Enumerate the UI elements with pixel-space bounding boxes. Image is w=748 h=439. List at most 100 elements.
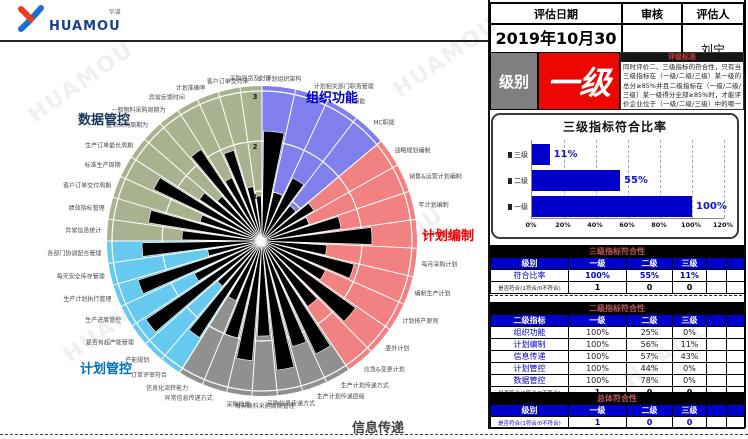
level-section: 级别 一级 评级标准 同时评价二、三级指标的符合性，只有当三级指标在（一级/二级… xyxy=(490,52,744,110)
radar-spoke-line xyxy=(113,240,263,286)
radar-value-wedge xyxy=(148,209,263,242)
radar-spoke-line xyxy=(144,139,263,242)
radar-spoke-line xyxy=(261,240,404,305)
row-label: 是否符合(1符合/0不符合) xyxy=(490,281,569,294)
radar-value-wedge xyxy=(228,240,263,302)
compliance-table: 级别 一级 二级 三级 符合比率 100% 55% 11% 是否符合(1符合/0不符合) 1 0 0 xyxy=(490,257,745,294)
radar-spoke-label: 计划准确率 xyxy=(176,84,206,92)
radar-value-wedge xyxy=(261,216,310,242)
radar-sector-title: 计划编制 xyxy=(422,228,474,244)
bar-category-label: 三级 xyxy=(495,150,528,160)
radar-value-wedge xyxy=(261,240,356,322)
header-divider xyxy=(0,40,488,42)
radar-spoke-label: MC职能 xyxy=(373,119,394,127)
radar-spoke-line xyxy=(261,240,413,278)
table-level2-compliance: 二级指标符合性 二级指标 一级 二级 三级 组织功能 100% 25% 0% 计划编制 100% 5… xyxy=(490,302,745,399)
bar-plot-area: 三级 11% 二级 55% 一级 100% xyxy=(508,140,727,219)
compliance-table: 二级指标 一级 二级 三级 组织功能 100% 25% 0% 计划编制 100% 56% 11% 信息传… xyxy=(490,314,745,399)
bar-category-label: 一级 xyxy=(495,202,528,212)
radar-spoke-line xyxy=(261,240,327,383)
table-cell: 25% xyxy=(626,326,673,339)
table-cell: 100% xyxy=(568,338,627,351)
row-label: 计划管控 xyxy=(490,362,569,375)
radar-value-wedge xyxy=(188,240,263,338)
radar-spoke-line xyxy=(113,196,263,242)
radar-spoke-label: 计划排产原则 xyxy=(402,317,438,325)
radar-spoke-label: 客户订单交付率 xyxy=(207,78,249,86)
column-header xyxy=(706,404,727,417)
radar-spoke-label: 生产计划传递层级 xyxy=(317,392,365,400)
eval-date-label: 评估日期 xyxy=(489,2,623,25)
x-axis-tick-label: 60% xyxy=(619,221,635,229)
bar-row: 一级 100% xyxy=(508,194,727,219)
table-cell xyxy=(726,281,745,294)
table-cell xyxy=(726,269,745,282)
radar-spoke-label: 是否有超产能管理 xyxy=(86,339,134,347)
column-header: 三级 xyxy=(672,314,707,327)
bar xyxy=(532,170,620,191)
row-label: 数据管控 xyxy=(490,374,569,387)
radar-value-wedge xyxy=(261,240,318,308)
radar-sector-1 xyxy=(262,141,418,370)
bar xyxy=(532,144,550,165)
assessor-label: 评估人 xyxy=(681,2,745,25)
radar-spoke-line xyxy=(261,218,416,242)
column-header: 三级 xyxy=(672,257,707,270)
radar-spoke-label: PC职能 xyxy=(346,97,366,105)
radar-spoke-line xyxy=(261,240,303,391)
radar-value-wedge xyxy=(216,195,263,242)
radar-spoke-line xyxy=(239,87,263,242)
table-cell: 43% xyxy=(672,350,707,363)
radar-spoke-label: 采购信息传递方式 xyxy=(267,399,315,407)
table-cell xyxy=(706,416,727,429)
radar-spoke-label: 1. 计划组织架构 xyxy=(258,75,302,83)
table-cell: 0 xyxy=(672,281,707,294)
radar-value-wedge xyxy=(199,192,263,242)
radar-spoke-line xyxy=(160,123,263,242)
table-cell: 0 xyxy=(672,416,707,429)
radar-value-wedge xyxy=(261,130,285,242)
table-cell xyxy=(726,416,745,429)
radar-value-wedge xyxy=(261,240,295,371)
radar-spoke-label: 采购批量 xyxy=(226,400,250,408)
radar-spoke-line xyxy=(261,100,328,242)
radar-spoke-label: 各部门协调配合管理 xyxy=(47,250,101,258)
logo-text: HUAMOU xyxy=(49,19,121,34)
rating-criteria-text: 同时评价二、三级指标的符合性，只有当三级指标在（一级/二级/三级）某一级的总分≥… xyxy=(623,63,741,109)
column-header xyxy=(706,257,727,270)
level-value-badge: 一级 xyxy=(538,52,620,110)
row-label: 计划编制 xyxy=(490,338,569,351)
radar-value-wedge xyxy=(223,149,263,242)
bar-value-label: 100% xyxy=(696,201,727,212)
table-cell: 44% xyxy=(626,362,673,375)
radar-value-wedge xyxy=(224,177,263,242)
table-cell: 57% xyxy=(626,350,673,363)
radar-value-wedge xyxy=(257,240,271,337)
radar-spoke-line xyxy=(108,218,263,242)
radar-value-wedge xyxy=(217,240,263,287)
radar-value-wedge xyxy=(261,191,283,242)
column-header: 二级 xyxy=(626,257,673,270)
column-header: 二级指标 xyxy=(490,314,569,327)
table-cell xyxy=(706,362,727,375)
radar-spoke-label: 异常信息传递方式 xyxy=(165,394,213,402)
radar-spoke-label: 计划相关部门职责管理 xyxy=(314,83,374,91)
radar-sector-title: 数据管控 xyxy=(78,112,130,128)
bar-value-label: 55% xyxy=(624,175,648,186)
table-cell: 100% xyxy=(568,374,627,387)
table-title: 三级指标符合性 xyxy=(490,245,744,257)
radar-spoke-label: 生产计划执行管理 xyxy=(63,295,111,303)
radar-spoke-line xyxy=(261,240,278,396)
radar-value-wedge xyxy=(261,240,355,279)
table-title: 总体符合性 xyxy=(490,392,744,404)
level-label: 级别 xyxy=(490,52,538,110)
gridline xyxy=(724,140,725,218)
company-logo: 华谋 HUAMOU xyxy=(16,5,121,33)
radar-value-wedge xyxy=(261,205,297,242)
radar-spoke-label: 产能规划 xyxy=(125,356,149,364)
radar-spoke-line xyxy=(261,240,417,249)
table-cell: 11% xyxy=(672,269,707,282)
